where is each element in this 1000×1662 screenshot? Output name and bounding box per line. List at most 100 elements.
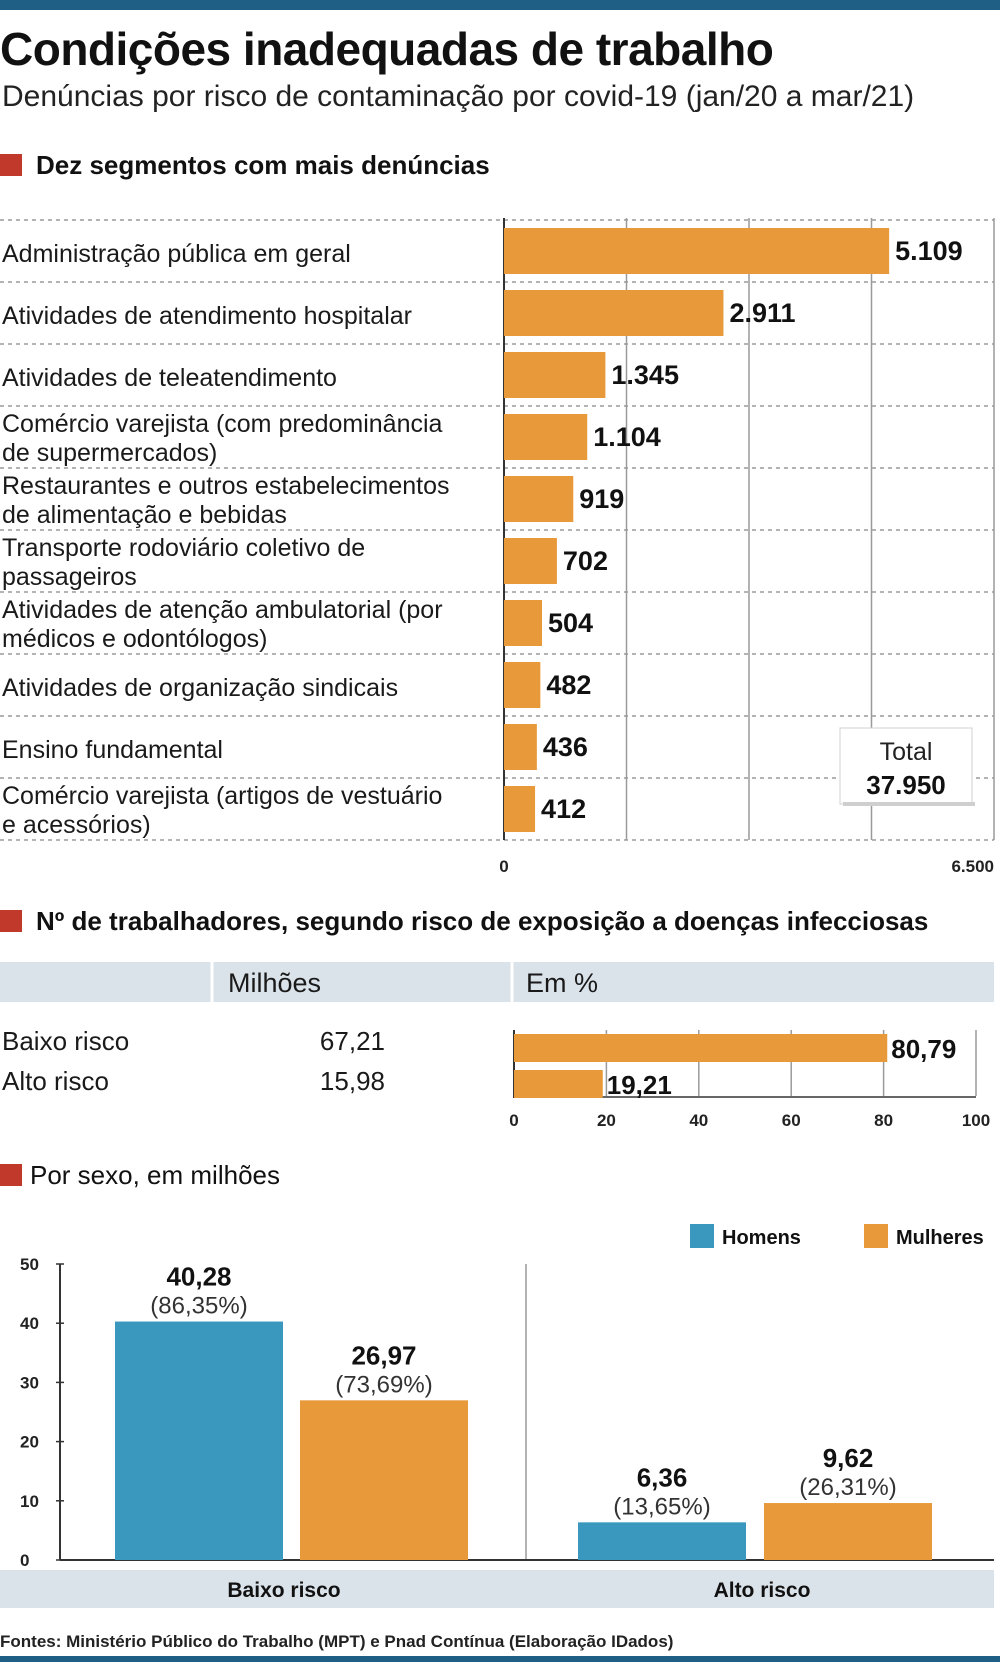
sex-bar <box>115 1321 283 1560</box>
page-title: Condições inadequadas de trabalho <box>0 23 774 75</box>
y-tick-label: 40 <box>20 1314 39 1333</box>
segment-value-label: 436 <box>543 732 588 762</box>
table-header-band <box>0 962 994 1002</box>
y-tick-label: 20 <box>20 1433 39 1452</box>
sex-percent-label: (13,65%) <box>613 1493 710 1520</box>
y-tick-label: 0 <box>20 1551 29 1570</box>
segment-value-label: 504 <box>548 608 593 638</box>
x-tick-label: 80 <box>874 1111 893 1130</box>
sex-percent-label: (86,35%) <box>150 1293 247 1320</box>
segment-category-label: Restaurantes e outros estabelecimentos de… <box>2 472 449 529</box>
segment-value-label: 702 <box>563 546 608 576</box>
x-tick-label: 0 <box>499 857 508 876</box>
y-tick-label: 50 <box>20 1255 39 1274</box>
table-header-millions: Milhões <box>228 968 321 998</box>
segment-category-line: Atividades de organização sindicais <box>2 674 398 702</box>
segment-category-line: médicos e odontólogos) <box>2 625 267 653</box>
x-category-label: Baixo risco <box>227 1579 340 1602</box>
sex-bar <box>764 1503 932 1560</box>
total-label: Total <box>880 738 933 766</box>
top-rule <box>0 0 1000 10</box>
sex-value-label: 9,62 <box>823 1443 874 1473</box>
segment-bar <box>504 352 606 398</box>
table-header-percent: Em % <box>526 968 598 998</box>
segment-value-label: 1.104 <box>593 422 661 452</box>
section-marker <box>0 1164 22 1186</box>
segment-category-label: Administração pública em geral <box>2 240 351 268</box>
segment-value-label: 5.109 <box>895 236 963 266</box>
table-row-value: 15,98 <box>320 1066 385 1096</box>
segment-bar <box>504 538 557 584</box>
sex-value-label: 26,97 <box>351 1340 416 1370</box>
x-tick-label: 100 <box>962 1111 990 1130</box>
legend-label: Homens <box>722 1227 801 1249</box>
segment-category-label: Atividades de organização sindicais <box>2 674 398 702</box>
sex-bar-chart: Homens Mulheres 0 10 20 30 40 50 40,28(86,35%) 26… <box>0 1224 994 1608</box>
segment-bar <box>504 290 724 336</box>
segment-category-line: Restaurantes e outros estabelecimentos <box>2 472 449 500</box>
bottom-rule <box>0 1656 1000 1662</box>
segment-category-line: Atividades de atenção ambulatorial (por <box>2 596 443 624</box>
percent-value-label: 19,21 <box>607 1070 672 1100</box>
legend-swatch <box>864 1224 888 1248</box>
percent-bar <box>514 1034 888 1062</box>
total-value: 37.950 <box>866 770 946 800</box>
x-tick-label: 60 <box>782 1111 801 1130</box>
sex-percent-label: (26,31%) <box>799 1474 896 1501</box>
percent-bar <box>514 1070 603 1098</box>
section-marker <box>0 910 22 932</box>
segment-category-label: Ensino fundamental <box>2 736 223 764</box>
segment-category-line: Transporte rodoviário coletivo de <box>2 534 365 562</box>
segment-bar <box>504 786 536 832</box>
total-box-shadow <box>843 802 975 806</box>
sex-value-label: 6,36 <box>637 1462 688 1492</box>
section-segments-title: Dez segmentos com mais denúncias <box>36 150 490 180</box>
segment-category-line: Ensino fundamental <box>2 736 223 764</box>
sex-value-label: 40,28 <box>166 1262 231 1292</box>
segment-category-line: Atividades de atendimento hospitalar <box>2 302 412 330</box>
page-subtitle: Denúncias por risco de contaminação por … <box>2 80 915 113</box>
segment-category-line: Administração pública em geral <box>2 240 351 268</box>
x-tick-label: 6.500 <box>951 857 994 876</box>
legend-swatch <box>690 1224 714 1248</box>
source-footer: Fontes: Ministério Público do Trabalho (… <box>0 1632 674 1651</box>
segment-category-line: passageiros <box>2 563 137 591</box>
table-row-label: Alto risco <box>2 1066 109 1096</box>
segment-category-label: Atividades de atenção ambulatorial (por m… <box>2 596 443 653</box>
segment-category-label: Atividades de atendimento hospitalar <box>2 302 412 330</box>
segment-value-label: 2.911 <box>729 298 795 328</box>
legend-label: Mulheres <box>896 1227 984 1249</box>
table-row-label: Baixo risco <box>2 1026 129 1056</box>
segment-bar <box>504 662 541 708</box>
segment-value-label: 482 <box>546 670 591 700</box>
sex-percent-label: (73,69%) <box>335 1371 432 1398</box>
table-row-value: 67,21 <box>320 1026 385 1056</box>
percent-value-label: 80,79 <box>891 1034 956 1064</box>
y-tick-label: 30 <box>20 1373 39 1392</box>
x-tick-label: 40 <box>689 1111 708 1130</box>
segment-bar <box>504 414 588 460</box>
segment-value-label: 1.345 <box>611 360 679 390</box>
segment-category-line: Comércio varejista (artigos de vestuário <box>2 782 442 810</box>
segment-value-label: 919 <box>579 484 624 514</box>
segment-category-line: Comércio varejista (com predominância <box>2 410 443 438</box>
segment-category-label: Comércio varejista (artigos de vestuário… <box>2 782 442 839</box>
x-tick-label: 0 <box>509 1111 518 1130</box>
y-tick-label: 10 <box>20 1492 39 1511</box>
x-category-label: Alto risco <box>714 1579 811 1602</box>
segment-category-line: Atividades de teleatendimento <box>2 364 337 392</box>
segment-category-label: Comércio varejista (com predominância de … <box>2 410 443 467</box>
segment-bar <box>504 724 537 770</box>
section-sex-title: Por sexo, em milhões <box>30 1160 280 1190</box>
section-marker <box>0 154 22 176</box>
category-band <box>0 1570 994 1608</box>
segment-bar <box>504 228 890 274</box>
workers-risk-chart: Milhões Em % Baixo risco 67,21 Alto risco 15,… <box>0 962 994 1130</box>
segment-bar <box>504 476 574 522</box>
segment-category-line: e acessórios) <box>2 811 151 839</box>
section-workers-title: Nº de trabalhadores, segundo risco de ex… <box>36 906 929 936</box>
x-tick-label: 20 <box>597 1111 616 1130</box>
segment-category-line: de supermercados) <box>2 439 217 467</box>
segment-category-label: Transporte rodoviário coletivo de passage… <box>2 534 365 591</box>
segment-bar <box>504 600 542 646</box>
